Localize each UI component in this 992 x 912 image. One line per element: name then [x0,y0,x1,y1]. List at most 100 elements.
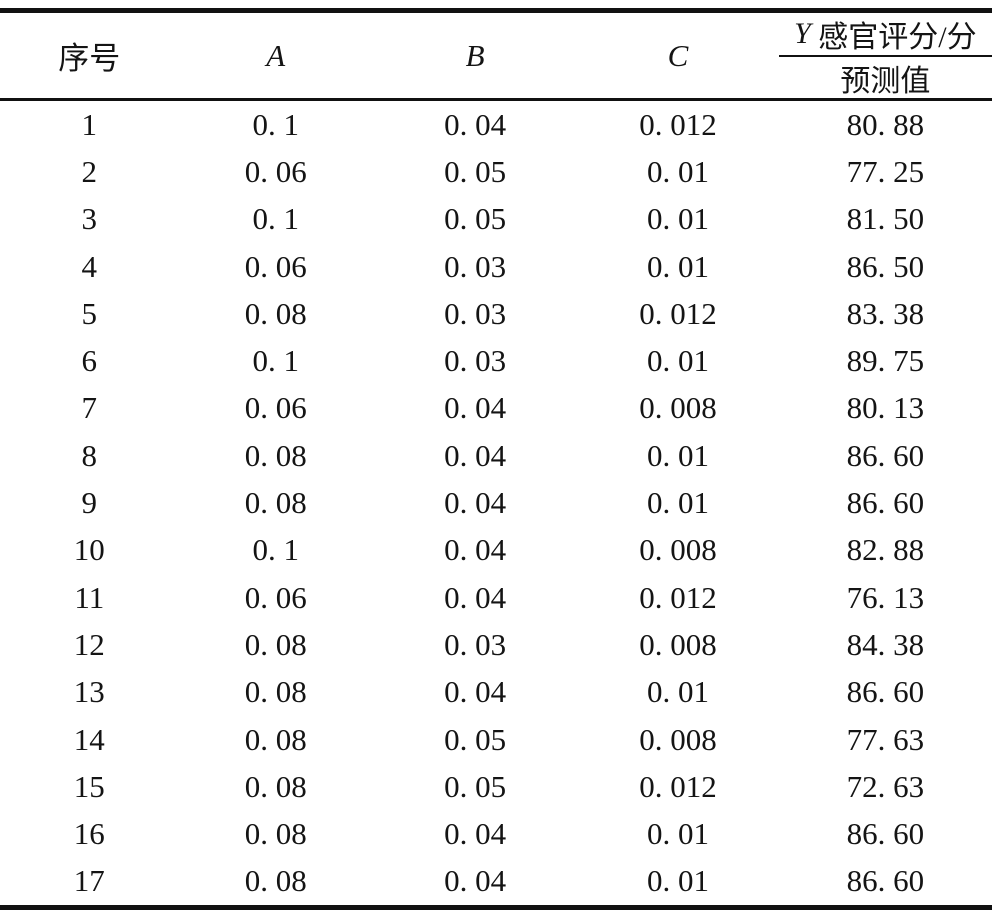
table-cell: 0. 06 [244,153,307,189]
table-cell: 86. 60 [846,863,925,899]
table-cell: 0. 01 [647,437,709,473]
table-cell: 0. 08 [244,295,307,331]
table-row: 4 0. 06 0. 03 0. 01 86. 50 [0,243,992,290]
table-row: 14 0. 08 0. 05 0. 008 77. 63 [0,716,992,763]
table-cell: 0. 04 [444,674,507,710]
table-cell: 0. 04 [444,532,507,568]
table-cell: 86. 60 [846,485,925,521]
table-cell: 0. 1 [252,532,300,568]
table-cell: 0. 012 [639,295,717,331]
table-row: 16 0. 08 0. 04 0. 01 86. 60 [0,810,992,857]
table-cell: 0. 03 [444,343,507,379]
table-cell: 0. 05 [444,721,507,757]
table-cell: 0. 08 [244,626,307,662]
table-cell: 0. 01 [647,343,709,379]
table-row: 15 0. 08 0. 05 0. 012 72. 63 [0,763,992,810]
table-cell: 0. 05 [444,768,507,804]
table-cell: 0. 012 [639,768,717,804]
table-cell: 16 [73,816,105,852]
column-header-a-label: A [266,37,286,73]
y-header-stack: Y 感官评分/分 预测值 [778,13,992,98]
table-cell: 7 [81,390,98,426]
table-cell: 0. 08 [244,863,307,899]
table-row: 7 0. 06 0. 04 0. 008 80. 13 [0,385,992,432]
table-cell: 86. 50 [846,248,925,284]
table-cell: 77. 63 [846,721,925,757]
table-cell: 86. 60 [846,816,925,852]
table-cell: 0. 04 [444,485,507,521]
table-row: 12 0. 08 0. 03 0. 008 84. 38 [0,621,992,668]
y-header-unit-label: 感官评分/分 [810,21,977,54]
header-row: 序号 A B C Y 感官评分/分 预测值 [0,11,992,100]
table-cell: 9 [81,485,98,521]
table-cell: 86. 60 [846,674,925,710]
table-cell: 0. 08 [244,816,307,852]
table-cell: 77. 25 [846,153,925,189]
table-cell: 0. 08 [244,768,307,804]
table-cell: 0. 01 [647,863,709,899]
table-cell: 3 [81,201,98,237]
table-cell: 10 [73,532,105,568]
table-cell: 82. 88 [846,532,925,568]
table-cell: 0. 01 [647,201,709,237]
table-cell: 4 [81,248,98,284]
table-cell: 6 [81,343,98,379]
table-cell: 0. 01 [647,485,709,521]
table-cell: 0. 008 [639,390,717,426]
table-cell: 0. 08 [244,721,307,757]
y-header-top: Y 感官评分/分 [778,13,992,57]
results-table: 序号 A B C Y 感官评分/分 预测值 1 0. 1 [0,8,992,911]
y-header-predicted-label: 预测值 [840,64,931,98]
table-cell: 0. 1 [252,343,300,379]
table-cell: 11 [74,579,105,615]
table-cell: 0. 03 [444,295,507,331]
table-cell: 81. 50 [846,201,925,237]
table-row: 6 0. 1 0. 03 0. 01 89. 75 [0,337,992,384]
table-cell: 84. 38 [846,626,925,662]
table-cell: 2 [81,153,98,189]
table-cell: 0. 04 [444,437,507,473]
table-cell: 0. 06 [244,248,307,284]
table-cell: 13 [73,674,105,710]
table-cell: 1 [81,106,98,142]
column-header-b-label: B [465,37,485,73]
table-cell: 0. 04 [444,816,507,852]
table-cell: 0. 1 [252,201,300,237]
table-row: 17 0. 08 0. 04 0. 01 86. 60 [0,858,992,908]
table-cell: 0. 01 [647,674,709,710]
table-cell: 0. 01 [647,248,709,284]
table-cell: 0. 03 [444,248,507,284]
table-cell: 0. 06 [244,579,307,615]
table-cell: 76. 13 [846,579,925,615]
table-cell: 0. 04 [444,579,507,615]
table-cell: 0. 05 [444,201,507,237]
table-cell: 72. 63 [846,768,925,804]
table-cell: 0. 012 [639,106,717,142]
table-row: 11 0. 06 0. 04 0. 012 76. 13 [0,574,992,621]
table-cell: 8 [81,437,98,473]
table-cell: 17 [73,863,105,899]
table-row: 13 0. 08 0. 04 0. 01 86. 60 [0,669,992,716]
table-cell: 14 [73,721,105,757]
column-header-c: C [577,11,778,100]
table-cell: 0. 1 [252,106,300,142]
table-header: 序号 A B C Y 感官评分/分 预测值 [0,11,992,100]
table-cell: 0. 03 [444,626,507,662]
table-cell: 0. 04 [444,863,507,899]
column-header-no-label: 序号 [58,41,121,76]
column-header-y: Y 感官评分/分 预测值 [778,11,992,100]
table-row: 9 0. 08 0. 04 0. 01 86. 60 [0,479,992,526]
table-cell: 86. 60 [846,437,925,473]
table-cell: 80. 88 [846,106,925,142]
table-cell: 0. 008 [639,626,717,662]
table-cell: 0. 012 [639,579,717,615]
table-cell: 5 [81,295,98,331]
table-cell: 15 [73,768,105,804]
table-cell: 0. 008 [639,532,717,568]
table-cell: 0. 05 [444,153,507,189]
column-header-a: A [179,11,373,100]
column-header-b: B [373,11,577,100]
table-row: 5 0. 08 0. 03 0. 012 83. 38 [0,290,992,337]
table-cell: 12 [73,626,105,662]
